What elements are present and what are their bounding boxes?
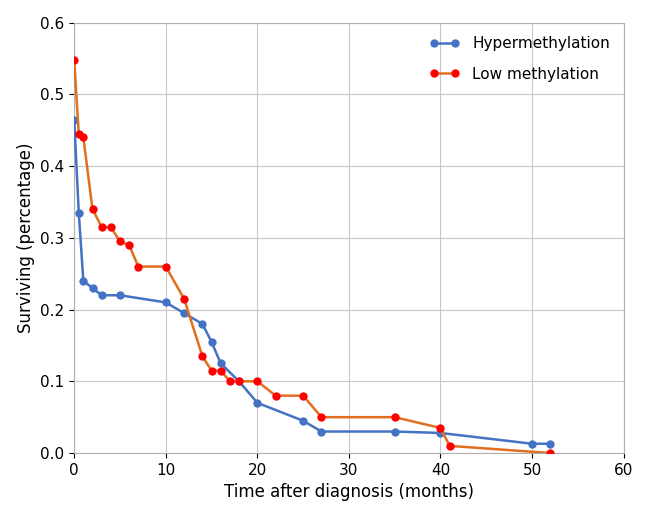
Low methylation xyxy=(272,393,280,399)
Hypermethylation xyxy=(299,418,307,424)
Hypermethylation xyxy=(254,400,261,406)
Low methylation xyxy=(116,238,124,244)
Hypermethylation xyxy=(98,292,105,298)
Hypermethylation xyxy=(198,321,206,327)
Low methylation xyxy=(235,378,243,384)
Hypermethylation xyxy=(79,278,87,284)
Low methylation xyxy=(107,224,114,230)
Low methylation xyxy=(547,450,554,456)
Hypermethylation xyxy=(318,428,326,435)
Low methylation xyxy=(162,264,170,270)
Low methylation xyxy=(217,367,225,373)
Low methylation xyxy=(135,264,142,270)
Low methylation xyxy=(79,134,87,140)
Low methylation xyxy=(299,393,307,399)
Low methylation xyxy=(207,367,215,373)
Legend: Hypermethylation, Low methylation: Hypermethylation, Low methylation xyxy=(423,31,616,88)
Hypermethylation xyxy=(180,310,188,316)
Line: Low methylation: Low methylation xyxy=(70,56,554,457)
Low methylation xyxy=(318,414,326,420)
Line: Hypermethylation: Hypermethylation xyxy=(70,116,554,448)
Y-axis label: Surviving (percentage): Surviving (percentage) xyxy=(17,142,34,333)
Low methylation xyxy=(88,206,96,212)
Low methylation xyxy=(98,224,105,230)
Hypermethylation xyxy=(547,441,554,447)
Low methylation xyxy=(180,296,188,302)
Low methylation xyxy=(446,443,454,449)
X-axis label: Time after diagnosis (months): Time after diagnosis (months) xyxy=(224,483,474,501)
Hypermethylation xyxy=(88,285,96,291)
Hypermethylation xyxy=(391,428,398,435)
Hypermethylation xyxy=(75,210,83,216)
Low methylation xyxy=(437,425,445,431)
Hypermethylation xyxy=(235,378,243,384)
Hypermethylation xyxy=(528,441,536,447)
Low methylation xyxy=(226,378,234,384)
Hypermethylation xyxy=(70,117,78,123)
Low methylation xyxy=(125,242,133,248)
Hypermethylation xyxy=(217,361,225,367)
Low methylation xyxy=(198,353,206,359)
Hypermethylation xyxy=(437,430,445,436)
Low methylation xyxy=(391,414,398,420)
Hypermethylation xyxy=(162,299,170,306)
Hypermethylation xyxy=(116,292,124,298)
Low methylation xyxy=(70,57,78,63)
Hypermethylation xyxy=(207,339,215,345)
Low methylation xyxy=(75,131,83,137)
Low methylation xyxy=(254,378,261,384)
